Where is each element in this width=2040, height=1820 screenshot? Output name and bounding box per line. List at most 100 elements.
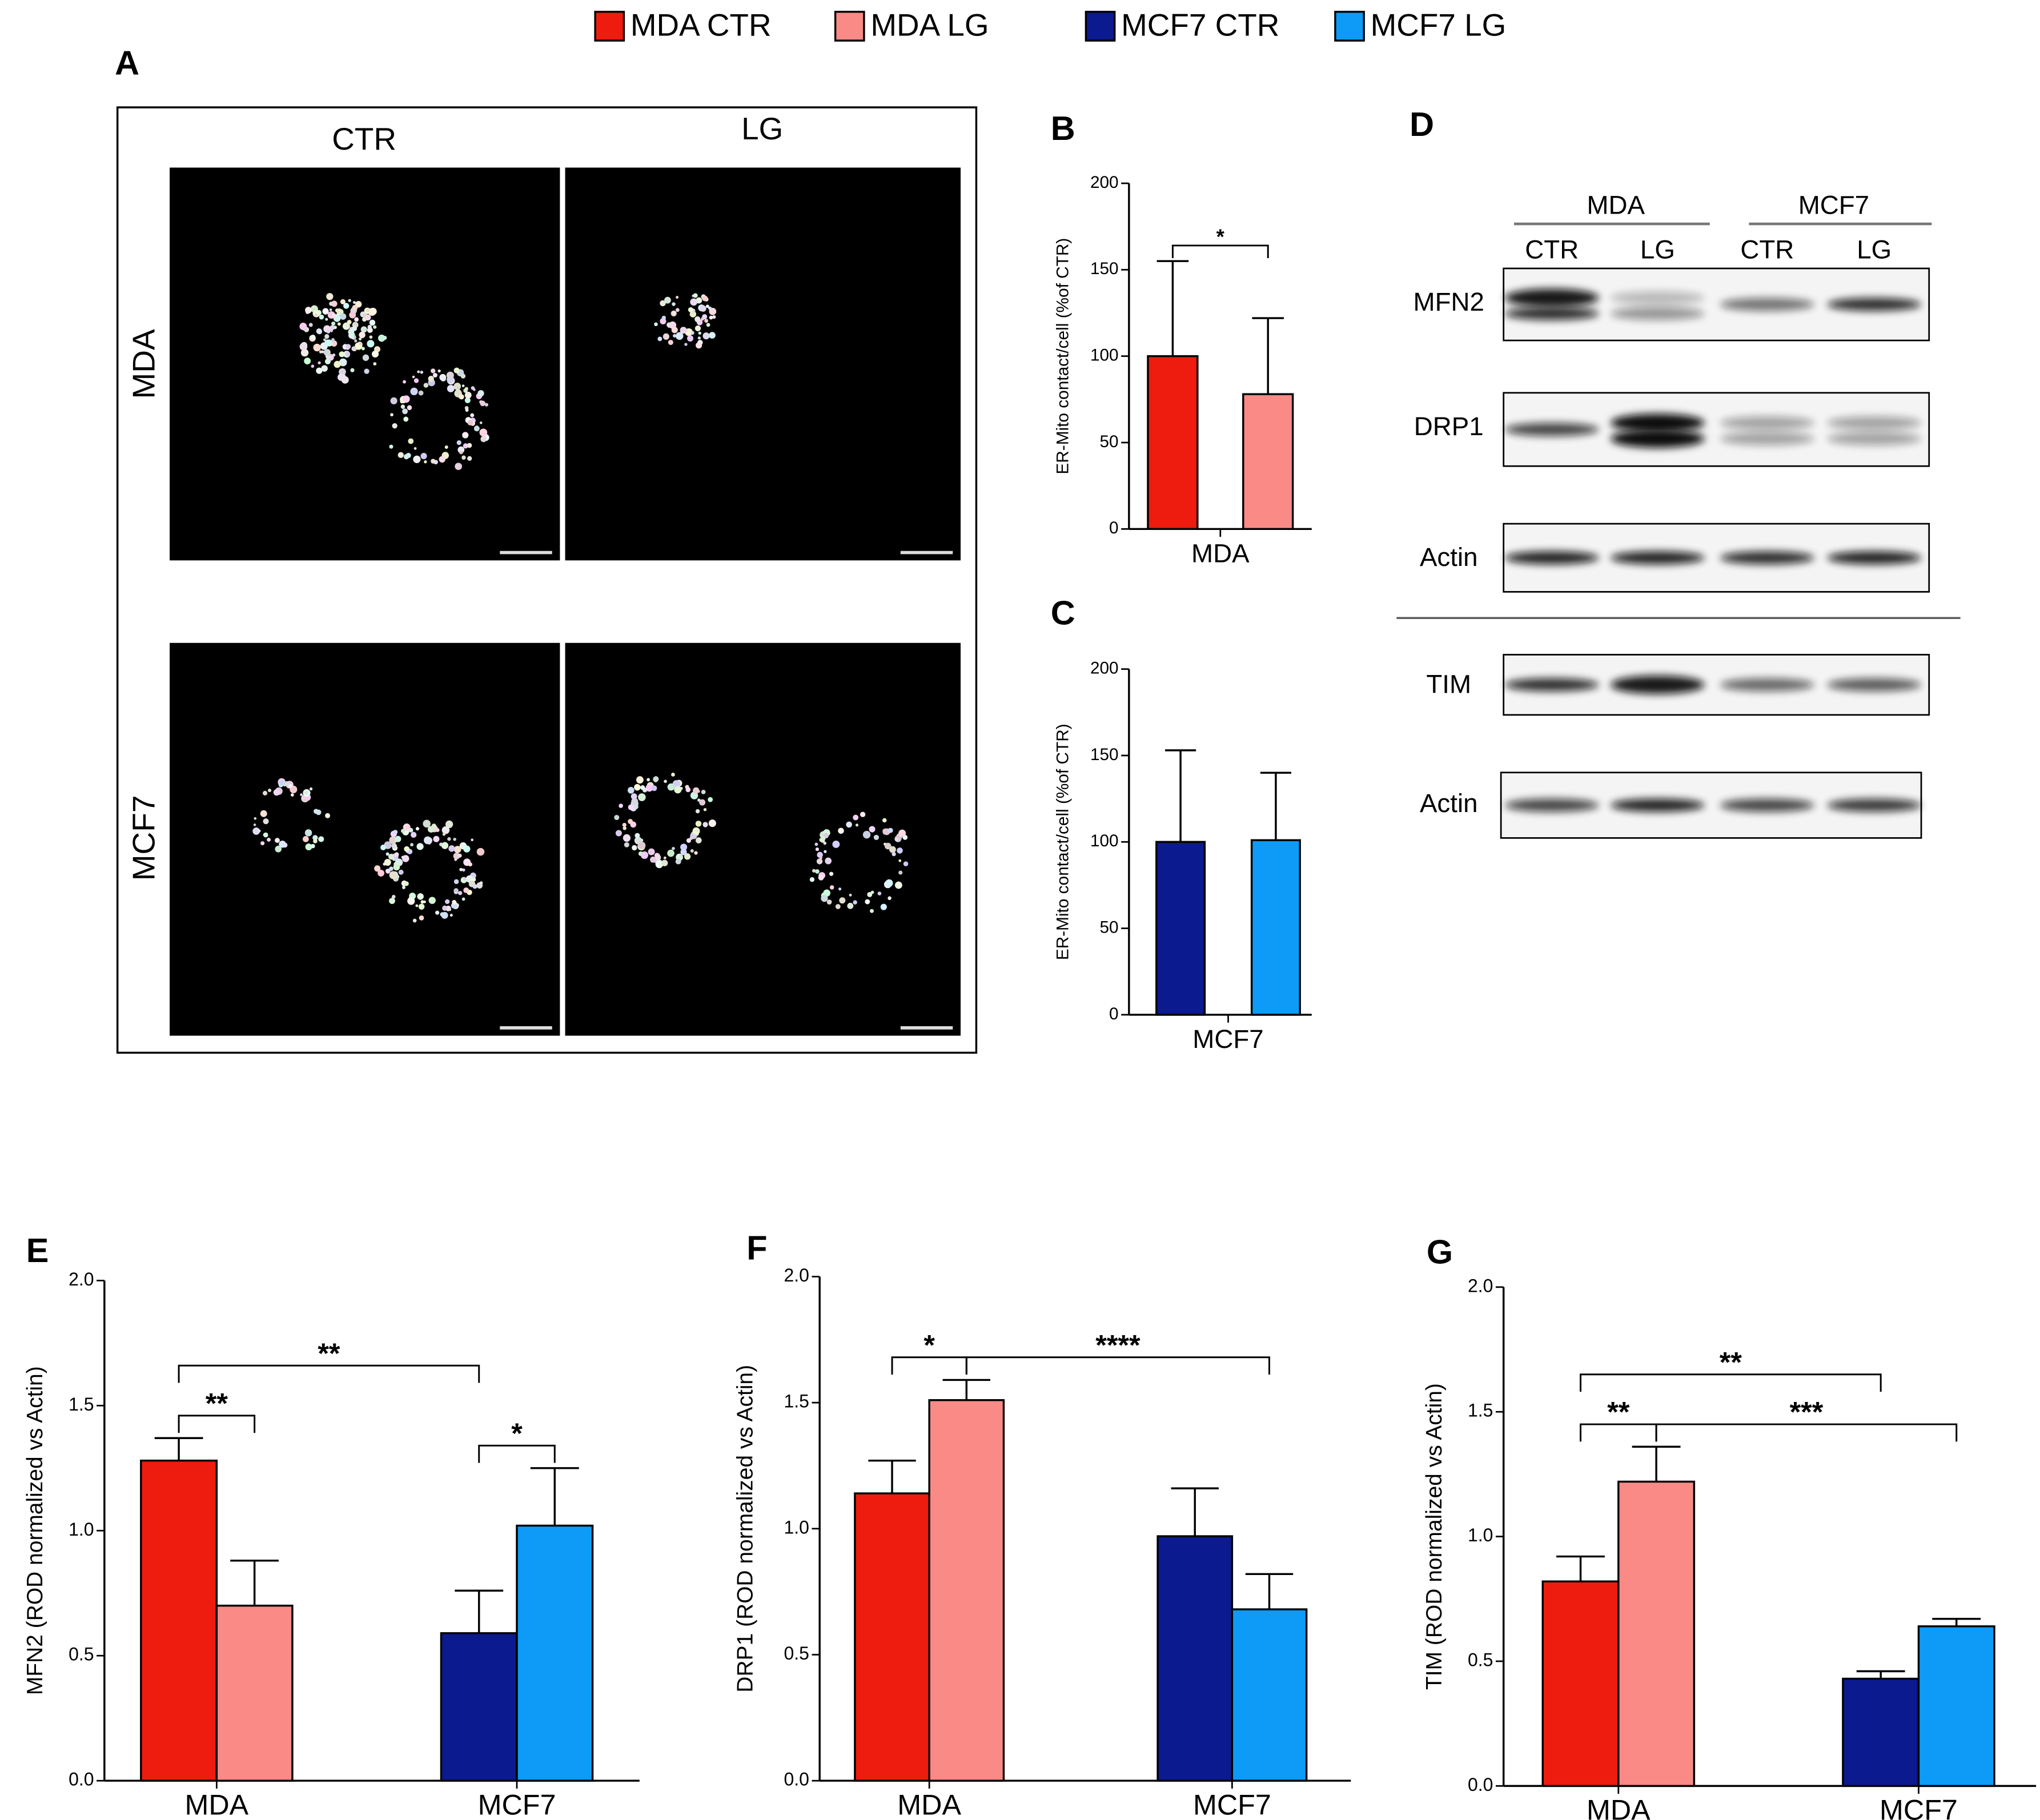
mito-dot [385,869,391,874]
blot-band [1505,798,1599,812]
mito-dot [889,846,896,853]
mito-dot [671,327,678,334]
mito-dot [473,425,480,432]
mito-dot [339,358,347,367]
mito-dot [454,858,457,861]
mito-dot [657,336,662,341]
mito-dot [892,852,896,857]
mito-dot [442,833,446,836]
mito-dot [829,885,834,890]
significance-bracket [965,1356,1270,1375]
mito-dot [402,886,405,889]
column-label: LG [741,111,783,146]
y-tick-label: 2.0 [1468,1275,1493,1296]
mito-dot [417,893,424,900]
mito-dot [838,887,842,891]
mito-dot [697,336,701,340]
mito-dot [403,416,409,422]
mito-dot [352,304,358,311]
mito-dot [709,315,713,320]
mito-dot [441,826,450,834]
mito-dot [416,843,424,850]
mito-dot [675,308,680,312]
y-tick-label: 1.0 [784,1517,809,1537]
mito-dot [462,868,465,872]
mito-dot [867,891,873,897]
mito-dot [702,295,708,302]
mito-dot [384,859,391,866]
bar [928,1399,1005,1782]
mito-dot [654,779,657,783]
mito-dot [290,785,298,794]
mito-dot [397,452,404,459]
legend-label: MCF7 CTR [1121,7,1279,43]
mito-dot [702,332,710,340]
blot-band [1827,798,1922,812]
y-tick-label: 150 [1090,745,1119,764]
mito-dot [690,849,694,853]
mito-dot [898,870,903,875]
mito-dot [318,836,324,842]
panel-a-frame [116,106,978,1054]
significance-bracket [1580,1373,1882,1392]
mito-dot [299,323,307,331]
mito-dot [279,840,286,848]
mito-dot [457,853,462,858]
mito-dot [389,898,395,904]
mito-dot [458,891,463,895]
mito-dot [407,405,412,411]
mito-dot [826,899,832,905]
y-axis-label: ER-Mito contact/cell (%of CTR) [1053,724,1072,960]
mito-dot [324,334,330,339]
mito-dot [847,902,854,909]
mito-dot [311,364,315,368]
significance-label: ** [318,1337,340,1369]
blot-label: DRP1 [1414,412,1484,441]
mito-dot [463,877,467,881]
mito-dot [823,841,827,845]
mito-dot [660,300,666,307]
mito-dot [888,896,892,901]
mito-dot [662,333,669,340]
mito-dot [646,778,650,782]
mito-dot [332,353,336,357]
mito-dot [835,904,841,909]
blot-band [1720,798,1814,812]
mito-dot [393,863,400,871]
y-tick-label: 100 [1090,831,1119,850]
mito-dot [413,455,421,463]
blot-band [1827,416,1922,430]
mito-dot [661,859,668,866]
mito-dot [322,308,329,315]
mito-dot [305,307,312,314]
mito-dot [636,776,644,784]
mito-dot [869,826,876,833]
mito-dot [359,331,366,339]
mito-dot [423,383,429,388]
mito-dot [894,838,898,842]
micrograph [565,167,961,561]
y-tick-label: 0.0 [69,1769,94,1790]
bar [215,1604,294,1782]
mito-dot [359,342,362,345]
mito-dot [431,459,436,464]
mito-dot [704,319,709,323]
mito-dot [410,843,414,847]
mito-dot [461,384,465,387]
blot-band [1611,798,1705,812]
mito-dot [700,305,706,312]
mito-dot [468,862,472,867]
mito-dot [346,344,351,349]
lane-label: LG [1640,235,1675,264]
legend-swatch [1334,10,1365,42]
mito-dot [373,325,377,329]
mito-dot [321,365,328,372]
mito-dot [260,841,265,846]
x-tick-label: MDA [1587,1793,1651,1820]
mito-dot [480,400,486,407]
mito-dot [686,838,692,843]
mito-dot [465,408,469,412]
mito-dot [371,350,379,358]
mito-dot [304,357,311,365]
mito-dot [630,821,637,828]
